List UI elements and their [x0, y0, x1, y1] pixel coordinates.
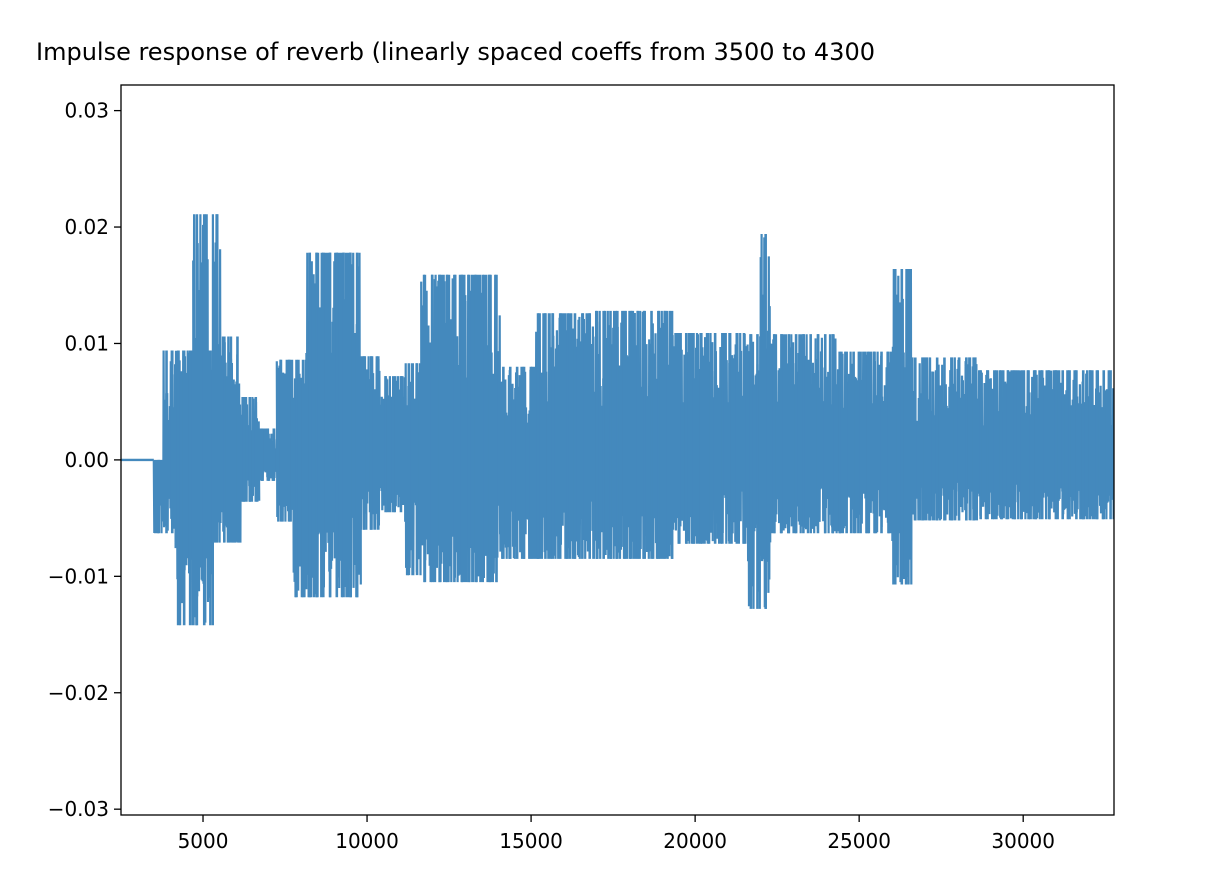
y-tick-label: 0.02: [64, 215, 109, 239]
x-tick-label: 15000: [499, 829, 563, 853]
chart-title: Impulse response of reverb (linearly spa…: [36, 38, 875, 66]
y-tick-label: 0.03: [64, 99, 109, 123]
y-tick-label: −0.03: [48, 797, 109, 821]
x-tick-label: 5000: [178, 829, 229, 853]
x-tick-label: 25000: [827, 829, 891, 853]
plot-frame: [120, 84, 1115, 816]
y-tick-label: −0.02: [48, 681, 109, 705]
y-tick-label: 0.00: [64, 448, 109, 472]
x-tick-label: 10000: [335, 829, 399, 853]
y-tick-label: 0.01: [64, 331, 109, 355]
ticks-layer: 5000 10000 15000 20000 25000 30000 −0.03 −0.02 −…: [48, 99, 1055, 853]
x-tick-label: 20000: [663, 829, 727, 853]
series-layer: [121, 214, 1114, 626]
x-tick-label: 30000: [991, 829, 1055, 853]
y-tick-label: −0.01: [48, 564, 109, 588]
